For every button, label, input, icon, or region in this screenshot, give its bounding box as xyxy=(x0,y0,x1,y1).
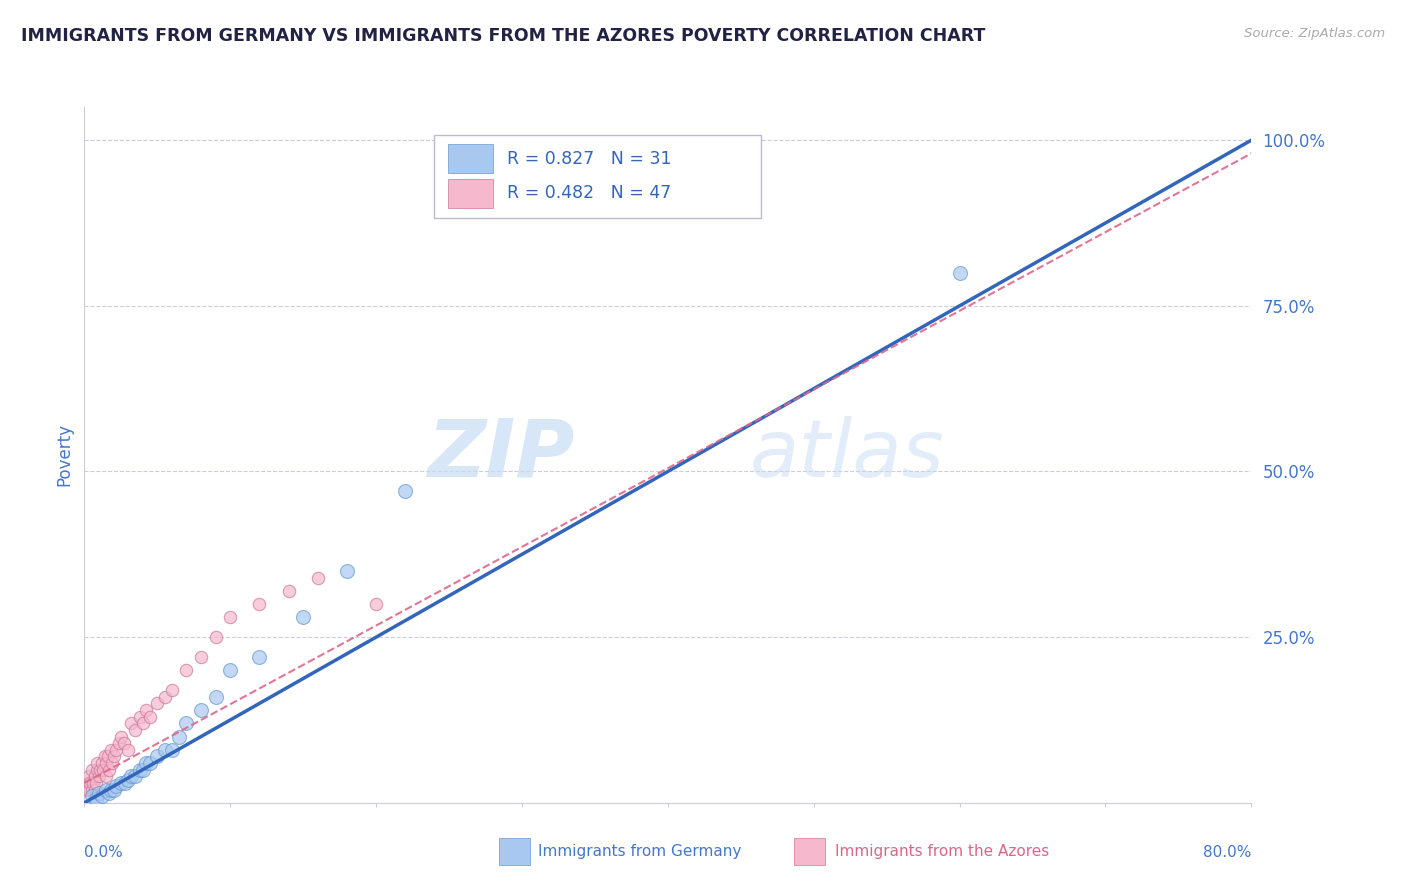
Point xyxy=(87,769,110,783)
Point xyxy=(87,786,110,800)
Text: atlas: atlas xyxy=(749,416,945,494)
Point xyxy=(110,730,132,744)
Point xyxy=(176,716,198,731)
Point xyxy=(204,690,226,704)
Point xyxy=(167,730,190,744)
Point xyxy=(160,743,183,757)
Text: R = 0.827   N = 31: R = 0.827 N = 31 xyxy=(506,150,671,168)
Point xyxy=(80,782,103,797)
Point xyxy=(90,789,112,804)
Point xyxy=(135,703,157,717)
Point xyxy=(146,749,169,764)
Point xyxy=(80,763,103,777)
Point xyxy=(120,716,142,731)
Y-axis label: Poverty: Poverty xyxy=(55,424,73,486)
Point xyxy=(100,782,122,797)
Point xyxy=(98,786,121,800)
Point xyxy=(219,663,242,677)
Point xyxy=(103,749,125,764)
Point xyxy=(114,776,136,790)
Point xyxy=(160,683,183,698)
Text: IMMIGRANTS FROM GERMANY VS IMMIGRANTS FROM THE AZORES POVERTY CORRELATION CHART: IMMIGRANTS FROM GERMANY VS IMMIGRANTS FR… xyxy=(21,27,986,45)
Point xyxy=(124,769,146,783)
Point xyxy=(219,610,242,624)
FancyBboxPatch shape xyxy=(449,144,494,173)
Point xyxy=(204,630,226,644)
Point xyxy=(77,769,100,783)
Point xyxy=(336,564,359,578)
Point xyxy=(277,583,299,598)
Point xyxy=(139,709,162,723)
Point xyxy=(190,703,212,717)
Point xyxy=(128,709,150,723)
Point xyxy=(247,597,270,611)
Point xyxy=(366,597,388,611)
Text: 80.0%: 80.0% xyxy=(1204,845,1251,860)
Point xyxy=(103,782,125,797)
Point xyxy=(117,743,139,757)
Point xyxy=(90,756,112,770)
Text: ZIP: ZIP xyxy=(427,416,575,494)
Point xyxy=(80,789,103,804)
Point xyxy=(105,779,128,793)
Text: Source: ZipAtlas.com: Source: ZipAtlas.com xyxy=(1244,27,1385,40)
Point xyxy=(83,782,105,797)
Point xyxy=(120,769,142,783)
FancyBboxPatch shape xyxy=(434,135,761,219)
Point xyxy=(139,756,162,770)
Point xyxy=(86,763,108,777)
Point xyxy=(108,736,131,750)
FancyBboxPatch shape xyxy=(449,178,494,208)
Point xyxy=(128,763,150,777)
Point xyxy=(96,756,118,770)
Point xyxy=(86,756,108,770)
Text: R = 0.482   N = 47: R = 0.482 N = 47 xyxy=(506,185,671,202)
Point xyxy=(948,266,970,280)
Point xyxy=(135,756,157,770)
Point xyxy=(124,723,146,737)
Point xyxy=(146,697,169,711)
Point xyxy=(77,782,100,797)
Point xyxy=(96,782,118,797)
Point xyxy=(79,776,101,790)
Point xyxy=(97,749,120,764)
Point xyxy=(101,756,124,770)
Point xyxy=(307,570,329,584)
Point xyxy=(176,663,198,677)
Point xyxy=(117,772,139,787)
Point xyxy=(98,763,121,777)
Point xyxy=(292,610,315,624)
Point xyxy=(75,782,97,797)
Text: 0.0%: 0.0% xyxy=(84,845,124,860)
Point xyxy=(89,763,111,777)
Point xyxy=(91,763,114,777)
Text: Immigrants from Germany: Immigrants from Germany xyxy=(538,845,742,859)
Point xyxy=(247,650,270,665)
Point xyxy=(153,743,176,757)
Point xyxy=(76,776,98,790)
Point xyxy=(110,776,132,790)
Point xyxy=(100,743,122,757)
Point xyxy=(83,769,105,783)
Point xyxy=(94,749,117,764)
Point xyxy=(153,690,176,704)
Point xyxy=(132,716,155,731)
Point xyxy=(96,769,118,783)
Point xyxy=(112,736,135,750)
Point xyxy=(394,484,416,499)
Point xyxy=(84,792,107,806)
Point xyxy=(82,776,104,790)
Text: Immigrants from the Azores: Immigrants from the Azores xyxy=(835,845,1049,859)
Point xyxy=(84,776,107,790)
Point xyxy=(190,650,212,665)
Point xyxy=(132,763,155,777)
Point xyxy=(105,743,128,757)
